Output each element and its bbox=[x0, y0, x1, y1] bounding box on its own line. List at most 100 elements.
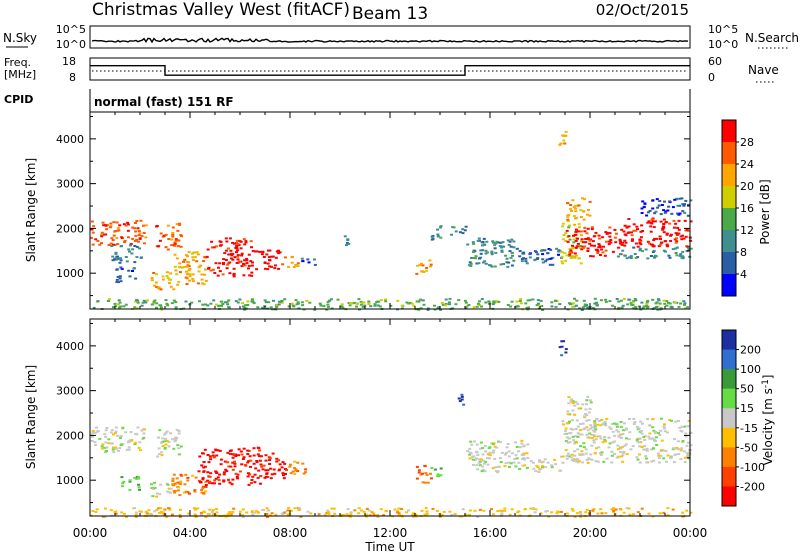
power-cell bbox=[510, 251, 514, 254]
power-cell bbox=[153, 299, 157, 302]
power-cell bbox=[651, 251, 655, 253]
velocity-cell bbox=[225, 470, 229, 473]
power-cell bbox=[663, 200, 666, 203]
time-tick-label: 12:00 bbox=[373, 526, 408, 540]
velocity-cell bbox=[370, 510, 374, 513]
power-cell bbox=[521, 252, 525, 255]
velocity-cell bbox=[448, 510, 452, 513]
power-cell bbox=[235, 262, 239, 264]
velocity-cell bbox=[412, 516, 416, 518]
velocity-cell bbox=[550, 466, 554, 469]
power-cell bbox=[162, 234, 166, 237]
velocity-y-tick-label: 3000 bbox=[56, 385, 84, 398]
velocity-cell bbox=[246, 472, 250, 475]
power-cell bbox=[604, 298, 608, 301]
velocity-cell bbox=[581, 403, 585, 406]
velocity-cell bbox=[177, 453, 181, 456]
power-cell bbox=[131, 226, 135, 229]
velocity-cell bbox=[161, 437, 165, 440]
power-cell bbox=[668, 200, 672, 203]
velocity-cell bbox=[673, 438, 676, 441]
power-cell bbox=[463, 299, 467, 302]
power-cell bbox=[201, 303, 205, 306]
velocity-cell bbox=[158, 429, 162, 432]
velocity-cell bbox=[529, 460, 533, 463]
power-cell bbox=[611, 304, 615, 307]
power-cell bbox=[247, 267, 250, 270]
velocity-cell bbox=[570, 456, 574, 459]
velocity-cell bbox=[251, 514, 255, 517]
power-cell bbox=[675, 254, 679, 257]
power-cell bbox=[566, 240, 570, 243]
velocity-cell bbox=[535, 465, 539, 468]
velocity-cell bbox=[297, 509, 301, 511]
velocity-cell bbox=[420, 509, 424, 512]
velocity-cell bbox=[647, 435, 651, 438]
power-cell bbox=[170, 302, 174, 305]
power-cell bbox=[127, 236, 130, 239]
velocity-cell bbox=[164, 443, 168, 446]
power-cell bbox=[579, 209, 583, 212]
velocity-cell bbox=[202, 461, 206, 463]
power-region bbox=[558, 130, 568, 146]
velocity-cell bbox=[600, 451, 604, 454]
velocity-cell bbox=[619, 433, 623, 436]
power-cell bbox=[443, 304, 447, 307]
velocity-cell bbox=[169, 491, 172, 494]
velocity-cell bbox=[677, 448, 681, 451]
power-cell bbox=[574, 217, 578, 219]
power-cell bbox=[339, 305, 343, 308]
velocity-cell bbox=[503, 507, 507, 510]
power-cell bbox=[173, 265, 177, 268]
power-cell bbox=[96, 240, 100, 242]
power-cell bbox=[580, 216, 583, 218]
power-cell bbox=[632, 307, 636, 310]
velocity-cell bbox=[433, 468, 437, 471]
velocity-cell bbox=[679, 429, 683, 432]
velocity-cell bbox=[481, 465, 485, 468]
velocity-cell bbox=[600, 512, 604, 515]
power-cell bbox=[472, 242, 476, 245]
power-cell bbox=[591, 306, 595, 309]
power-cell bbox=[581, 197, 584, 200]
power-cell bbox=[261, 306, 265, 309]
velocity-cell bbox=[522, 453, 526, 456]
velocity-cell bbox=[532, 467, 536, 470]
power-cell bbox=[494, 242, 498, 245]
power-cell bbox=[687, 229, 690, 232]
velocity-cell bbox=[182, 491, 186, 494]
power-cell bbox=[543, 249, 547, 252]
power-cell bbox=[554, 305, 558, 308]
power-cell bbox=[133, 222, 137, 224]
velocity-cell bbox=[481, 468, 485, 471]
power-cell bbox=[681, 256, 685, 259]
power-cell bbox=[664, 240, 668, 243]
velocity-cell bbox=[252, 454, 256, 457]
power-cell bbox=[487, 300, 491, 303]
time-tick-label: 00:00 bbox=[673, 526, 708, 540]
power-cell bbox=[574, 239, 578, 242]
velocity-cell bbox=[238, 510, 242, 513]
velocity-cell bbox=[576, 461, 580, 464]
power-cell bbox=[477, 304, 481, 306]
power-cell bbox=[564, 130, 568, 133]
power-cell bbox=[164, 233, 168, 236]
velocity-cell bbox=[164, 437, 168, 440]
power-cell bbox=[123, 241, 127, 244]
power-cell bbox=[653, 212, 657, 215]
power-cell bbox=[469, 265, 473, 267]
power-cell bbox=[433, 304, 436, 307]
velocity-cell bbox=[209, 472, 213, 475]
velocity-cell bbox=[477, 458, 481, 461]
velocity-cell bbox=[557, 511, 561, 513]
velocity-cell bbox=[573, 413, 577, 416]
power-cell bbox=[235, 245, 239, 248]
power-cell bbox=[611, 250, 615, 253]
velocity-cell bbox=[615, 425, 619, 428]
power-cell bbox=[580, 238, 584, 241]
power-cell bbox=[357, 298, 361, 301]
power-cell bbox=[178, 223, 181, 226]
velocity-cell bbox=[453, 513, 457, 516]
velocity-cell bbox=[280, 512, 284, 515]
power-cell bbox=[464, 225, 468, 228]
